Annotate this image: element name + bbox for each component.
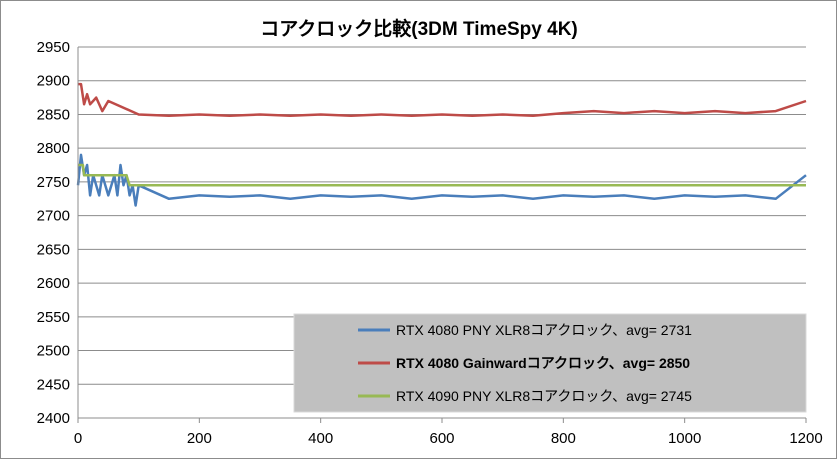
y-tick-label: 2500 <box>37 343 70 360</box>
y-tick-label: 2700 <box>37 208 70 225</box>
series-line-2 <box>78 82 807 118</box>
legend: RTX 4080 PNY XLR8コアクロック、avg= 2731 RTX 408… <box>293 313 807 413</box>
series-line-3 <box>78 163 806 187</box>
x-tick-label: 800 <box>551 430 576 447</box>
series-lines <box>76 82 807 207</box>
x-tick-label: 200 <box>187 430 212 447</box>
y-tick-label: 2750 <box>37 174 70 191</box>
gridlines <box>78 46 806 419</box>
y-tick-label: 2400 <box>37 410 70 427</box>
legend-label-2: RTX 4080 Gainwardコアクロック、avg= 2850 <box>396 355 690 371</box>
y-tick-label: 2600 <box>37 275 70 292</box>
x-axis-tick-labels: 0 200 400 600 800 1000 1200 <box>74 430 823 447</box>
chart-title: コアクロック比較(3DM TimeSpy 4K) <box>260 17 578 40</box>
y-tick-label: 2900 <box>37 73 70 90</box>
y-tick-label: 2850 <box>37 106 70 123</box>
x-tick-label: 600 <box>429 430 454 447</box>
legend-label-3: RTX 4090 PNY XLR8コアクロック、avg= 2745 <box>396 388 692 404</box>
axes <box>77 47 807 423</box>
y-tick-label: 2650 <box>37 241 70 258</box>
x-tick-label: 1200 <box>789 430 822 447</box>
y-tick-label: 2550 <box>37 309 70 326</box>
x-tick-label: 1000 <box>668 430 701 447</box>
x-tick-label: 400 <box>308 430 333 447</box>
y-tick-label: 2450 <box>37 376 70 393</box>
series-line-1 <box>76 153 807 207</box>
y-axis-tick-labels: 2400 2450 2500 2550 2600 2650 2700 2750 2800 2850… <box>37 39 70 427</box>
legend-label-1: RTX 4080 PNY XLR8コアクロック、avg= 2731 <box>396 322 692 338</box>
y-tick-label: 2950 <box>37 39 70 56</box>
y-tick-label: 2800 <box>37 140 70 157</box>
x-tick-label: 0 <box>74 430 82 447</box>
